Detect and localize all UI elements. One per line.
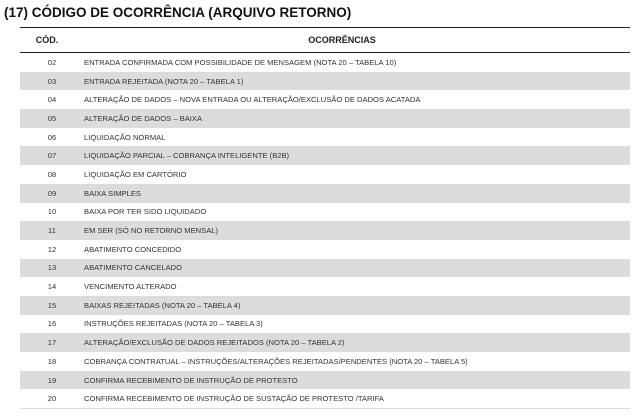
row-description: VENCIMENTO ALTERADO — [84, 282, 177, 292]
table-row: 15 BAIXAS REJEITADAS (NOTA 20 – TABELA 4) — [20, 295, 630, 315]
row-code: 20 — [47, 394, 57, 404]
row-description: LIQUIDAÇÃO EM CARTÓRIO — [84, 169, 187, 179]
table-row: 02 ENTRADA CONFIRMADA COM POSSIBILIDADE D… — [20, 53, 630, 72]
row-description: BAIXA POR TER SIDO LIQUIDADO — [84, 207, 207, 217]
table-row: 03 ENTRADA REJEITADA (NOTA 20 – TABELA 1) — [20, 71, 630, 91]
row-description: LIQUIDAÇÃO PARCIAL – COBRANÇA INTELIGENT… — [84, 151, 290, 161]
table-row: 08 LIQUIDAÇÃO EM CARTÓRIO — [20, 165, 630, 184]
header-code: CÓD. — [35, 35, 59, 45]
row-description: ABATIMENTO CONCEDIDO — [84, 244, 182, 254]
row-code: 10 — [47, 207, 57, 217]
table-row: 11 EM SER (SÓ NO RETORNO MENSAL) — [20, 221, 630, 240]
row-description: BAIXAS REJEITADAS (NOTA 20 – TABELA 4) — [84, 300, 241, 310]
row-description: EM SER (SÓ NO RETORNO MENSAL) — [84, 226, 219, 236]
row-description: ABATIMENTO CANCELADO — [84, 263, 183, 273]
table-header: CÓD. OCORRÊNCIAS — [20, 27, 630, 53]
table-row: 20 CONFIRMA RECEBIMENTO DE INSTRUÇÃO DE S… — [20, 389, 630, 410]
row-description: ENTRADA CONFIRMADA COM POSSIBILIDADE DE … — [84, 57, 397, 67]
table-row: 06 LIQUIDAÇÃO NORMAL — [20, 128, 630, 147]
row-code: 13 — [47, 263, 57, 273]
row-code: 18 — [47, 356, 57, 366]
row-code: 05 — [47, 113, 57, 123]
row-code: 12 — [47, 244, 57, 254]
table-row: 17 ALTERAÇÃO/EXCLUSÃO DE DADOS REJEITADOS… — [20, 333, 630, 352]
row-description: CONFIRMA RECEBIMENTO DE INSTRUÇÃO DE PRO… — [84, 375, 298, 385]
row-description: ALTERAÇÃO DE DADOS – BAIXA — [84, 113, 203, 123]
row-code: 07 — [47, 151, 57, 161]
table-row: 13 ABATIMENTO CANCELADO — [20, 258, 630, 278]
row-description: BAIXA SIMPLES — [84, 188, 141, 198]
row-code: 06 — [47, 132, 57, 142]
row-code: 04 — [47, 95, 57, 105]
row-code: 15 — [47, 300, 57, 310]
row-description: COBRANÇA CONTRATUAL – INSTRUÇÕES/ALTERAÇ… — [84, 356, 468, 366]
row-code: 14 — [47, 282, 57, 292]
table-row: 10 BAIXA POR TER SIDO LIQUIDADO — [20, 203, 630, 222]
table-row: 05 ALTERAÇÃO DE DADOS – BAIXA — [20, 109, 630, 128]
row-code: 17 — [47, 338, 57, 348]
row-code: 02 — [47, 57, 57, 67]
header-description: OCORRÊNCIAS — [308, 35, 376, 45]
row-code: 19 — [47, 375, 57, 385]
row-description: CONFIRMA RECEBIMENTO DE INSTRUÇÃO DE SUS… — [84, 394, 384, 404]
row-code: 08 — [47, 169, 57, 179]
row-code: 09 — [47, 188, 57, 198]
row-description: ENTRADA REJEITADA (NOTA 20 – TABELA 1) — [84, 76, 244, 86]
table-row: 07 LIQUIDAÇÃO PARCIAL – COBRANÇA INTELIGE… — [20, 146, 630, 166]
table-body: 02 ENTRADA CONFIRMADA COM POSSIBILIDADE D… — [20, 53, 630, 410]
table-row: 19 CONFIRMA RECEBIMENTO DE INSTRUÇÃO DE P… — [20, 370, 630, 390]
row-code: 03 — [47, 76, 57, 86]
table-row: 14 VENCIMENTO ALTERADO — [20, 277, 630, 296]
table-row: 18 COBRANÇA CONTRATUAL – INSTRUÇÕES/ALTER… — [20, 352, 630, 371]
section-title: (17) CÓDIGO DE OCORRÊNCIA (ARQUIVO RETOR… — [4, 5, 352, 20]
row-description: INSTRUÇÕES REJEITADAS (NOTA 20 – TABELA … — [84, 319, 263, 329]
table-row: 09 BAIXA SIMPLES — [20, 183, 630, 203]
table-row: 12 ABATIMENTO CONCEDIDO — [20, 240, 630, 259]
row-description: LIQUIDAÇÃO NORMAL — [84, 132, 166, 142]
row-code: 11 — [48, 226, 56, 236]
row-code: 16 — [47, 319, 57, 329]
row-description: ALTERAÇÃO/EXCLUSÃO DE DADOS REJEITADOS (… — [84, 338, 345, 348]
row-description: ALTERAÇÃO DE DADOS – NOVA ENTRADA OU ALT… — [84, 95, 421, 105]
occurrence-code-table: CÓD. OCORRÊNCIAS 02 ENTRADA CONFIRMADA CO… — [20, 27, 630, 410]
table-row: 04 ALTERAÇÃO DE DADOS – NOVA ENTRADA OU A… — [20, 90, 630, 109]
table-row: 16 INSTRUÇÕES REJEITADAS (NOTA 20 – TABEL… — [20, 315, 630, 334]
